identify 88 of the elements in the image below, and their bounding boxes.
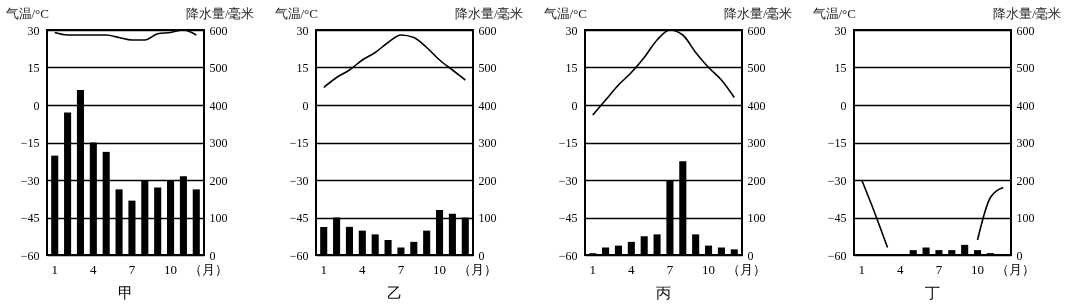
y2-tick-label: 0 — [209, 248, 216, 263]
x-tick-label: 4 — [359, 261, 367, 277]
y-tick-label: −30 — [558, 173, 578, 188]
text: 丙 — [656, 285, 671, 301]
y-axis-title: 气温/°C — [274, 5, 318, 21]
y-tick-label: 30 — [27, 23, 40, 38]
y2-tick-label: 500 — [1016, 61, 1035, 75]
y-axis-title: 气温/°C — [543, 5, 587, 21]
y2-tick-label: 100 — [478, 211, 497, 225]
x-tick-label: 4 — [628, 261, 636, 277]
y-tick-label: −45 — [558, 211, 578, 225]
y2-axis-title: 降水量/毫米 — [723, 5, 793, 21]
y2-tick-label: 300 — [478, 136, 497, 150]
y2-tick-label: 500 — [478, 61, 497, 75]
y2-tick-label: 600 — [209, 23, 228, 38]
y2-tick-label: 400 — [209, 98, 228, 113]
y2-tick-label: 200 — [747, 173, 766, 188]
y2-tick-label: 300 — [1016, 136, 1035, 150]
x-tick-label: 1 — [51, 261, 58, 277]
y2-tick-label: 600 — [747, 23, 766, 38]
y-tick-label: 30 — [565, 23, 578, 38]
y-tick-label: 30 — [834, 23, 847, 38]
x-tick-label: 4 — [897, 261, 905, 277]
y2-tick-label: 0 — [478, 248, 485, 263]
y-tick-label: −45 — [20, 211, 40, 225]
x-axis-title: （月） — [726, 261, 766, 277]
y-tick-label: −15 — [20, 136, 40, 150]
y-tick-label: −60 — [558, 248, 578, 263]
text: 丁 — [925, 285, 940, 301]
y-tick-label: −15 — [289, 136, 309, 150]
y-tick-label: 0 — [840, 98, 847, 113]
x-tick-label: 1 — [589, 261, 596, 277]
y-axis-title: 气温/°C — [812, 5, 856, 21]
y-tick-label: −15 — [827, 136, 847, 150]
text: 甲 — [118, 285, 133, 301]
y2-axis-title: 降水量/毫米 — [185, 5, 255, 21]
x-tick-label: 10 — [164, 261, 178, 277]
y2-tick-label: 600 — [1016, 23, 1035, 38]
y2-tick-label: 400 — [747, 98, 766, 113]
y-tick-label: 15 — [27, 61, 40, 75]
y-tick-label: 0 — [571, 98, 578, 113]
y2-tick-label: 500 — [747, 61, 766, 75]
x-tick-label: 7 — [935, 261, 943, 277]
x-tick-label: 1 — [858, 261, 865, 277]
x-tick-label: 4 — [90, 261, 98, 277]
y-tick-label: 0 — [33, 98, 40, 113]
y2-axis-title: 降水量/毫米 — [992, 5, 1062, 21]
x-tick-label: 1 — [320, 261, 327, 277]
y2-tick-label: 100 — [1016, 211, 1035, 225]
x-tick-label: 7 — [666, 261, 674, 277]
y2-tick-label: 200 — [1016, 173, 1035, 188]
x-tick-label: 10 — [702, 261, 716, 277]
y-tick-label: −60 — [827, 248, 847, 263]
y2-tick-label: 200 — [478, 173, 497, 188]
x-axis-title: （月） — [457, 261, 497, 277]
y2-tick-label: 400 — [478, 98, 497, 113]
text: 乙 — [387, 285, 402, 301]
x-tick-label: 7 — [128, 261, 136, 277]
y2-tick-label: 200 — [209, 173, 228, 188]
x-axis-title: （月） — [188, 261, 228, 277]
y-tick-label: −30 — [289, 173, 309, 188]
y2-tick-label: 100 — [747, 211, 766, 225]
x-tick-label: 10 — [971, 261, 985, 277]
y2-tick-label: 300 — [209, 136, 228, 150]
y2-tick-label: 400 — [1016, 98, 1035, 113]
y2-tick-label: 500 — [209, 61, 228, 75]
y-tick-label: 0 — [302, 98, 309, 113]
x-tick-label: 7 — [397, 261, 405, 277]
y-tick-label: 15 — [565, 61, 578, 75]
y2-tick-label: 100 — [209, 211, 228, 225]
y-tick-label: −15 — [558, 136, 578, 150]
y-tick-label: −60 — [20, 248, 40, 263]
y-tick-label: 15 — [296, 61, 309, 75]
y-axis-title: 气温/°C — [5, 5, 49, 21]
y2-axis-title: 降水量/毫米 — [454, 5, 524, 21]
y2-tick-label: 300 — [747, 136, 766, 150]
y2-tick-label: 0 — [747, 248, 754, 263]
y-tick-label: −30 — [20, 173, 40, 188]
y-tick-label: −45 — [827, 211, 847, 225]
y-tick-label: −30 — [827, 173, 847, 188]
y-tick-label: 15 — [834, 61, 847, 75]
x-axis-title: （月） — [995, 261, 1035, 277]
y2-tick-label: 600 — [478, 23, 497, 38]
y-tick-label: −45 — [289, 211, 309, 225]
y-tick-label: −60 — [289, 248, 309, 263]
x-tick-label: 10 — [433, 261, 447, 277]
y-tick-label: 30 — [296, 23, 309, 38]
y2-tick-label: 0 — [1016, 248, 1023, 263]
